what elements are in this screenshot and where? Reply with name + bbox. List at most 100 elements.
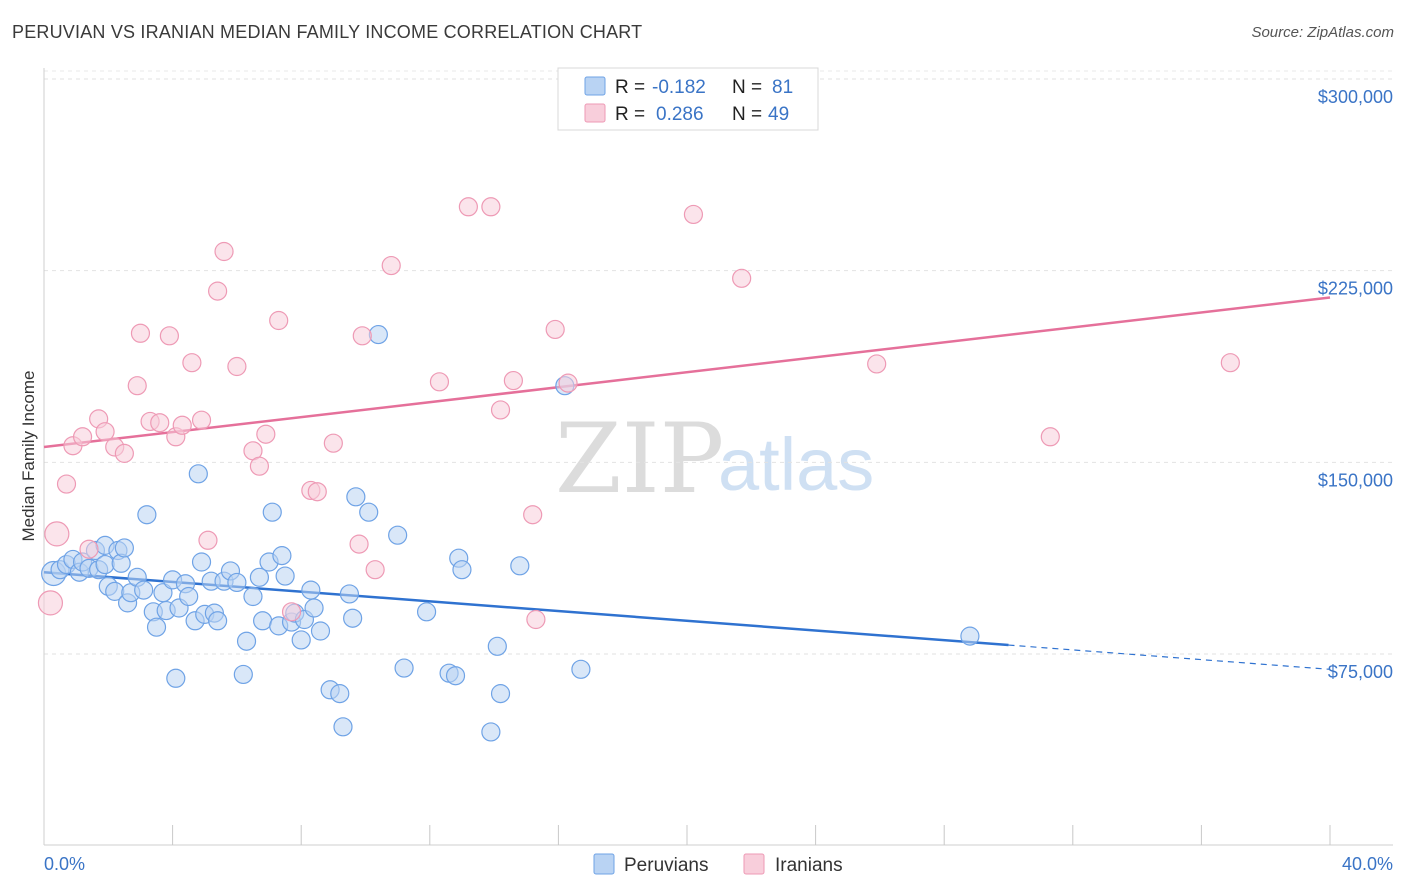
legend-r-label-2: R = <box>615 104 645 125</box>
trend-line-iranians <box>43 296 1331 449</box>
point-peruvians-32 <box>191 552 212 572</box>
legend-n-label-2: N = <box>732 104 762 125</box>
point-peruvians-54 <box>301 580 321 600</box>
point-iranians-41 <box>526 609 546 630</box>
x-tick-label-max: 40.0% <box>1342 854 1393 874</box>
point-iranians-24 <box>249 456 270 476</box>
point-iranians-39 <box>503 370 523 391</box>
y-tick-label-2: $225,000 <box>1318 279 1393 299</box>
axes <box>43 68 1393 846</box>
point-peruvians-65 <box>388 525 408 545</box>
bottom-legend-swatch-iranians <box>743 853 765 875</box>
point-iranians-22 <box>227 356 247 377</box>
point-iranians-17 <box>182 353 202 373</box>
gridlines <box>44 70 1393 655</box>
point-peruvians-29 <box>179 586 199 607</box>
point-peruvians-67 <box>416 602 437 622</box>
point-peruvians-48 <box>272 546 292 566</box>
point-iranians-11 <box>130 323 151 343</box>
point-peruvians-9 <box>95 554 115 575</box>
point-peruvians-22 <box>146 617 167 637</box>
point-iranians-34 <box>381 255 401 276</box>
x-tick-label-min: 0.0% <box>44 854 85 874</box>
point-peruvians-60 <box>339 584 360 604</box>
point-peruvians-77 <box>571 659 591 679</box>
point-iranians-18 <box>191 410 212 430</box>
point-iranians-47 <box>1040 427 1060 447</box>
point-peruvians-46 <box>262 502 282 522</box>
point-iranians-48 <box>1220 353 1240 373</box>
legend-r-value-2: 0.286 <box>656 104 704 125</box>
point-iranians-43 <box>558 373 578 393</box>
point-iranians-10 <box>127 376 147 396</box>
point-iranians-21 <box>214 241 234 262</box>
point-peruvians-63 <box>359 502 379 522</box>
point-iranians-29 <box>307 482 327 502</box>
point-peruvians-58 <box>330 684 350 704</box>
point-peruvians-73 <box>487 636 507 656</box>
legend-r-value-1: -0.182 <box>652 77 706 98</box>
point-iranians-20 <box>208 281 228 301</box>
point-iranians-33 <box>365 560 385 580</box>
point-peruvians-62 <box>346 487 366 507</box>
point-iranians-7 <box>95 422 115 442</box>
point-iranians-42 <box>545 319 565 340</box>
point-iranians-14 <box>159 326 179 346</box>
point-peruvians-31 <box>188 464 208 484</box>
point-iranians-2 <box>56 474 77 494</box>
bottom-legend-swatch-peruvians <box>593 853 615 875</box>
point-iranians-4 <box>72 427 93 447</box>
point-iranians-16 <box>172 415 192 435</box>
point-peruvians-42 <box>243 586 263 607</box>
point-peruvians-41 <box>236 631 257 651</box>
bottom-legend-label-peruvians: Peruvians <box>624 855 709 876</box>
point-peruvians-55 <box>304 598 324 618</box>
point-iranians-44 <box>683 204 704 225</box>
point-peruvians-64 <box>368 324 388 345</box>
point-iranians-19 <box>198 530 218 550</box>
point-peruvians-40 <box>233 664 253 685</box>
point-peruvians-36 <box>208 611 228 631</box>
legend-swatch-iranians <box>584 103 606 123</box>
point-iranians-35 <box>429 372 450 392</box>
point-iranians-37 <box>481 197 501 217</box>
point-iranians-31 <box>349 534 369 554</box>
point-iranians-26 <box>269 310 289 331</box>
point-iranians-9 <box>114 443 134 463</box>
point-iranians-38 <box>490 400 511 420</box>
point-peruvians-71 <box>452 560 472 580</box>
chart-title: PERUVIAN VS IRANIAN MEDIAN FAMILY INCOME… <box>12 22 643 42</box>
point-peruvians-66 <box>394 658 414 678</box>
point-iranians-1 <box>44 521 70 547</box>
point-peruvians-59 <box>333 717 353 737</box>
legend-n-value-1: 81 <box>772 77 793 98</box>
watermark-zip: ZIP <box>555 403 724 515</box>
point-peruvians-75 <box>510 556 530 576</box>
bottom-legend-label-iranians: Iranians <box>775 855 843 876</box>
legend-n-value-2: 49 <box>768 104 789 125</box>
point-peruvians-52 <box>291 630 311 650</box>
point-iranians-45 <box>732 268 752 288</box>
point-peruvians-20 <box>137 505 157 525</box>
point-peruvians-49 <box>275 566 295 586</box>
y-tick-labels: $75,000 $150,000 $225,000 $300,000 <box>1318 87 1393 682</box>
watermark-atlas: atlas <box>718 423 874 506</box>
point-peruvians-56 <box>310 621 331 641</box>
y-tick-label-3: $300,000 <box>1318 87 1393 107</box>
point-iranians-0 <box>37 590 64 616</box>
point-iranians-25 <box>256 424 276 444</box>
point-iranians-36 <box>458 197 478 217</box>
point-peruvians-69 <box>445 666 466 686</box>
point-iranians-32 <box>352 326 372 346</box>
point-peruvians-19 <box>134 580 154 600</box>
legend-swatch-peruvians <box>584 76 606 96</box>
point-peruvians-39 <box>227 572 247 593</box>
point-iranians-46 <box>867 354 887 374</box>
legend: R = -0.182 N = 81 R = 0.286 N = 49 <box>557 67 819 131</box>
point-iranians-5 <box>79 539 99 559</box>
y-tick-label-0: $75,000 <box>1328 662 1393 682</box>
point-peruvians-15 <box>114 538 134 558</box>
trend-line-peruvians-extension <box>1008 644 1331 670</box>
point-peruvians-78 <box>960 626 980 646</box>
